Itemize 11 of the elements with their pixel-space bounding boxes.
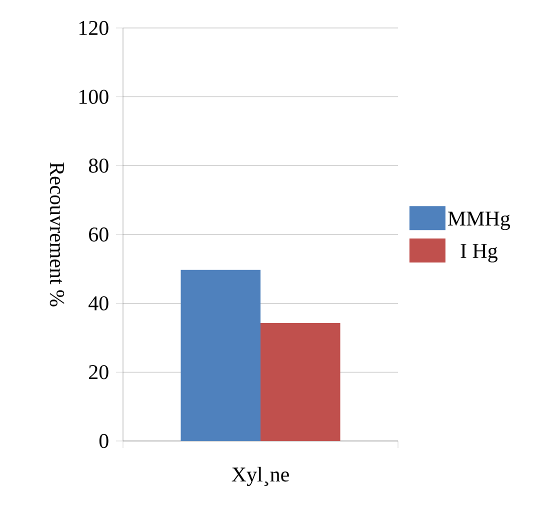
y-tick-label: 60	[89, 227, 108, 242]
y-axis-title: Recouvrement %	[50, 162, 64, 306]
y-tick-label: 40	[88, 296, 108, 310]
y-tick-label: 20	[89, 365, 108, 380]
y-tick-label: 100	[79, 90, 108, 104]
legend-label: MMHg	[448, 212, 510, 230]
y-tick-label: 120	[79, 20, 108, 36]
y-tick-label: 80	[88, 158, 108, 173]
y-tick-label: 0	[99, 434, 108, 448]
x-tick-label: Xyl¸ne	[232, 466, 289, 486]
legend-label: I Hg	[460, 244, 498, 262]
